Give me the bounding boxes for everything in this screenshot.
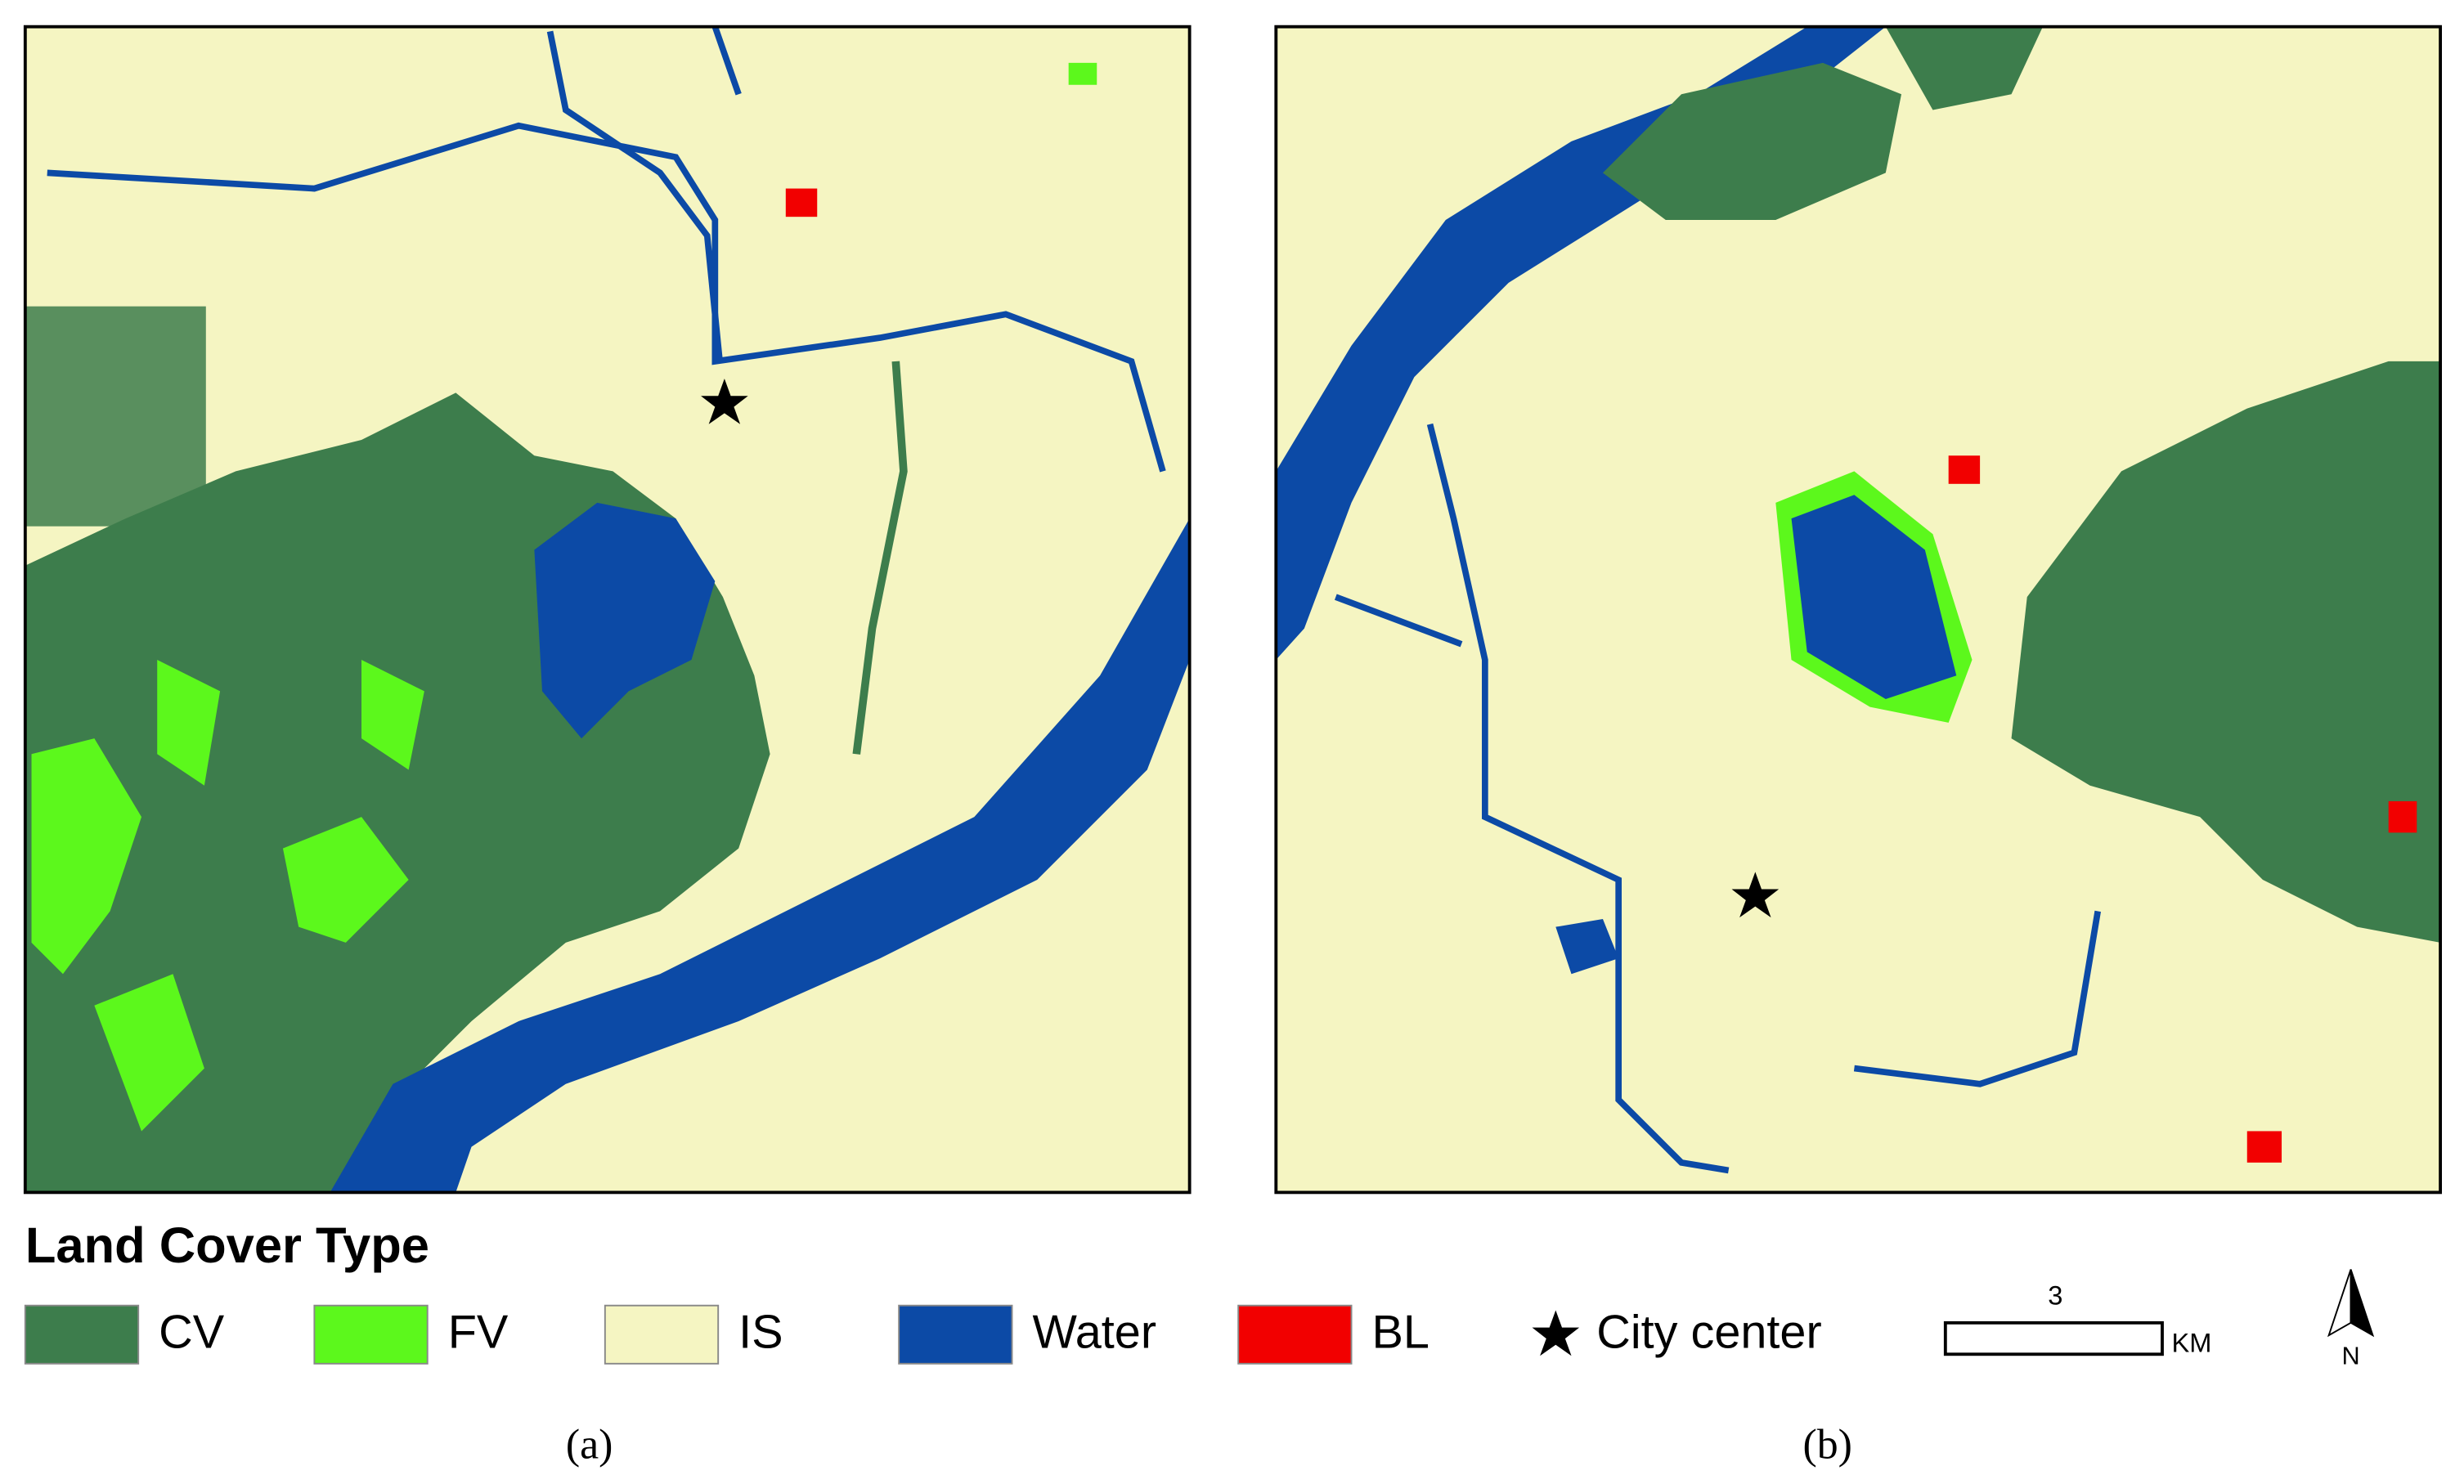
legend-label: Water xyxy=(1032,1306,1156,1358)
legend-star xyxy=(1532,1310,1580,1356)
city-center-star xyxy=(1731,872,1780,918)
north-label: N xyxy=(2341,1341,2359,1370)
legend: CV FV IS Water BL xyxy=(24,1304,1429,1365)
map-a xyxy=(25,26,1190,1193)
legend-swatch xyxy=(313,1304,429,1365)
legend-swatch xyxy=(604,1304,720,1365)
north-arrow xyxy=(2350,1269,2375,1338)
scale-bar xyxy=(1943,1320,2164,1356)
map-a-frame xyxy=(23,25,1192,1195)
north-arrow xyxy=(2327,1269,2352,1338)
map-b-frame xyxy=(1274,25,2443,1195)
city-center-star xyxy=(701,379,748,424)
legend-title: Land Cover Type xyxy=(25,1217,429,1274)
legend-label: BL xyxy=(1372,1306,1429,1358)
caption: (b) xyxy=(1802,1421,1851,1468)
legend-swatch xyxy=(24,1304,140,1365)
map-b xyxy=(1276,26,2441,1193)
scale-unit: KM xyxy=(2172,1327,2212,1357)
legend-swatch xyxy=(1237,1304,1353,1365)
legend-label: City center xyxy=(1596,1306,1821,1358)
legend-label: CV xyxy=(159,1306,225,1358)
caption: (a) xyxy=(566,1421,613,1468)
legend-label: IS xyxy=(738,1306,783,1358)
legend-label: FV xyxy=(448,1306,509,1358)
scale-value: 3 xyxy=(2048,1280,2062,1311)
legend-swatch xyxy=(898,1304,1013,1365)
